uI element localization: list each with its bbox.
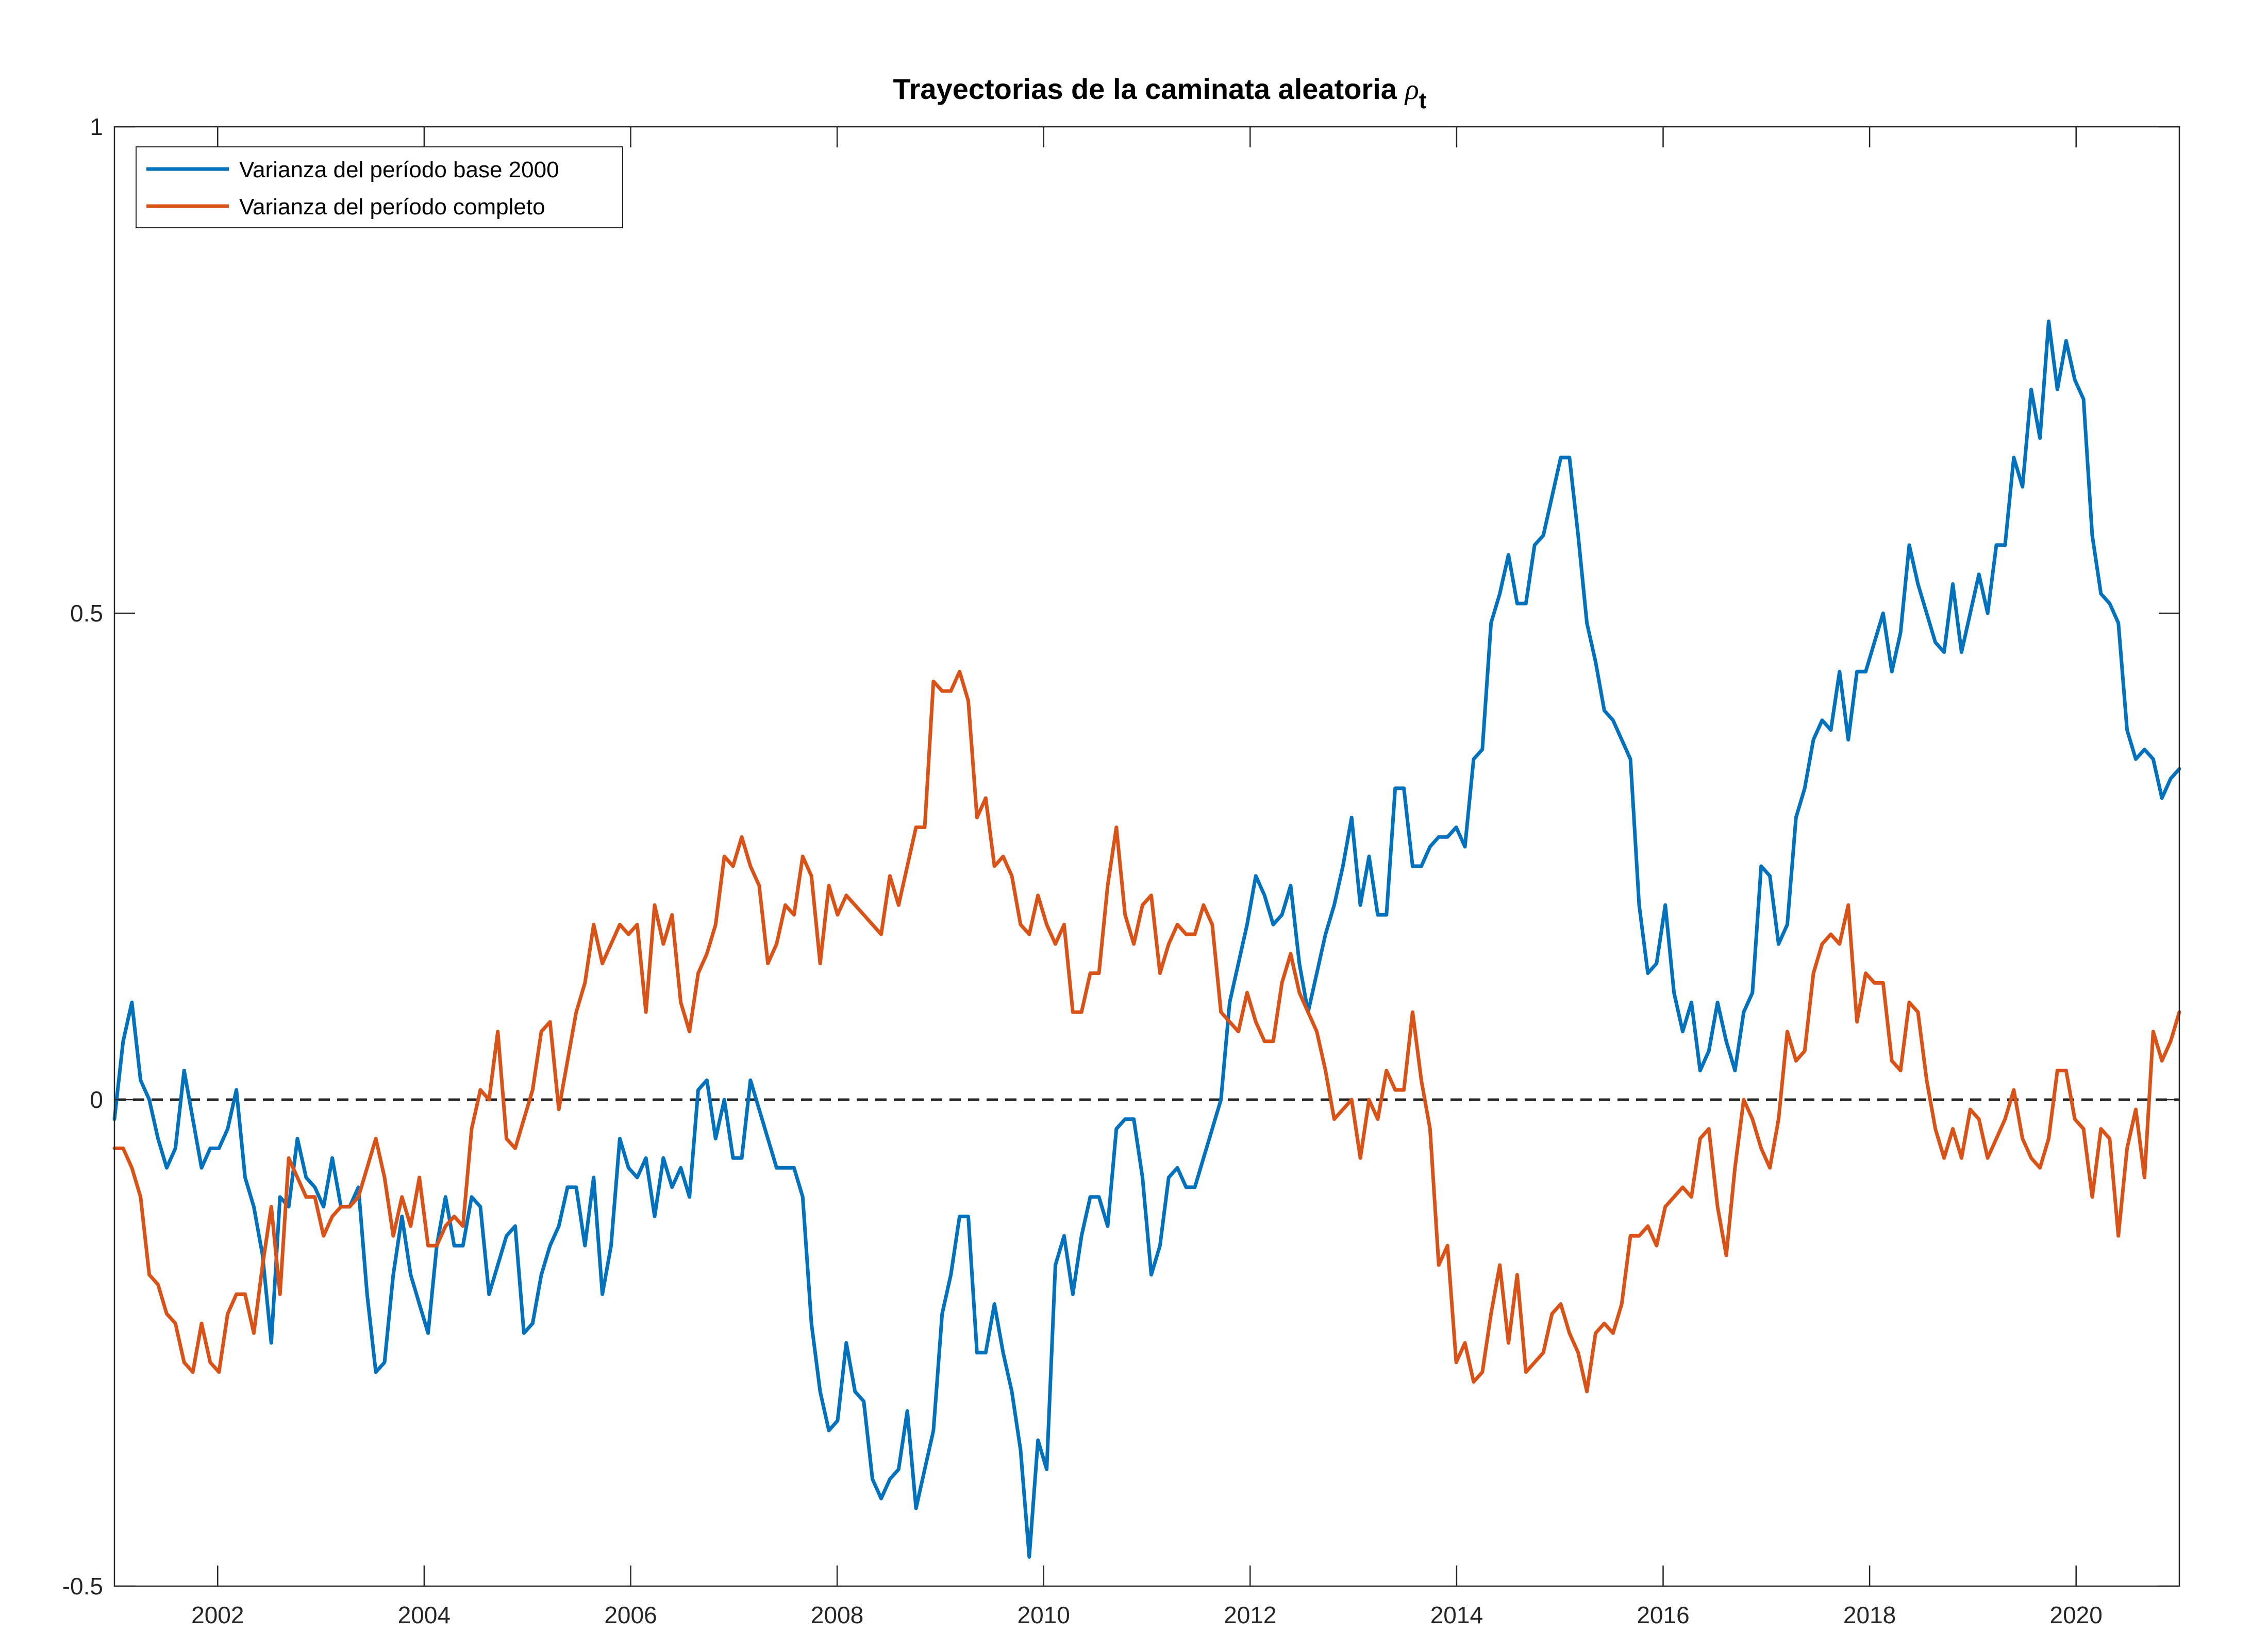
chart-title-text: Trayectorias de la caminata aleatoria <box>893 73 1397 105</box>
x-tick-label-2004: 2004 <box>398 1602 451 1628</box>
x-tick-label-2018: 2018 <box>1843 1602 1896 1628</box>
legend-label-periodo-completo: Varianza del período completo <box>239 194 545 220</box>
x-tick-label-2002: 2002 <box>191 1602 244 1628</box>
x-tick-label-2020: 2020 <box>2050 1602 2103 1628</box>
plot-area <box>114 127 2179 1586</box>
x-tick-label-2008: 2008 <box>811 1602 863 1628</box>
y-tick-label--0.5: -0.5 <box>62 1573 103 1600</box>
legend-box <box>136 146 623 228</box>
x-tick-label-2012: 2012 <box>1224 1602 1276 1628</box>
ticks-layer <box>114 126 2179 1587</box>
y-tick-label-0.5: 0.5 <box>70 600 103 627</box>
x-tick-label-2016: 2016 <box>1637 1602 1689 1628</box>
legend: Varianza del período base 2000 Varianza … <box>136 146 623 228</box>
chart-title: Trayectorias de la caminata aleatoria ρt <box>893 73 1427 113</box>
chart-title-symbol: ρ <box>1404 74 1419 106</box>
series-line-base-2000 <box>112 319 2181 1559</box>
x-tick-label-2010: 2010 <box>1018 1602 1070 1628</box>
x-tick-label-2006: 2006 <box>604 1602 657 1628</box>
y-tick-label-0: 0 <box>90 1086 103 1113</box>
x-tick-label-2014: 2014 <box>1430 1602 1483 1628</box>
tick-labels-layer: 2002 2004 2006 2008 2010 2012 2014 2016 2018 2020… <box>62 113 2103 1628</box>
chart-title-subscript: t <box>1419 88 1427 113</box>
y-tick-label-1: 1 <box>90 113 103 140</box>
plot-frame <box>113 126 2180 1587</box>
legend-label-base-2000: Varianza del período base 2000 <box>239 157 559 182</box>
series-layer <box>112 319 2181 1559</box>
series-line-periodo-completo <box>112 669 2181 1393</box>
